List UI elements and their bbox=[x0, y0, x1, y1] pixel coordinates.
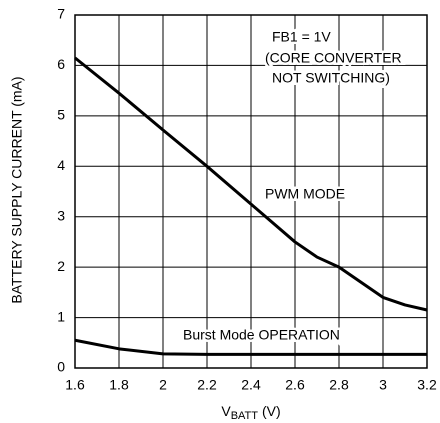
y-tick-label: 3 bbox=[57, 207, 65, 223]
series-line bbox=[74, 56, 428, 312]
y-tick-label: 2 bbox=[57, 258, 65, 274]
y-tick-label: 6 bbox=[57, 56, 65, 72]
y-tick-label: 0 bbox=[57, 359, 65, 375]
y-tick-label: 4 bbox=[57, 157, 65, 173]
x-tick-label: 2.4 bbox=[241, 377, 261, 393]
x-label-rest: (V) bbox=[262, 403, 281, 419]
x-axis-label: VBATT (V) bbox=[221, 403, 280, 422]
annotation: NOT SWITCHING) bbox=[272, 70, 390, 86]
x-tick-label: 2 bbox=[159, 377, 167, 393]
y-axis-label: BATTERY SUPPLY CURRENT (mA) bbox=[9, 76, 25, 303]
x-tick-label: 1.6 bbox=[65, 377, 85, 393]
series-label: PWM MODE bbox=[265, 186, 345, 202]
y-tick-label: 1 bbox=[57, 308, 65, 324]
x-label-subscript: BATT bbox=[231, 410, 259, 422]
x-tick-label: 2.8 bbox=[329, 377, 349, 393]
series-line bbox=[74, 338, 427, 356]
x-tick-label: 3 bbox=[379, 377, 387, 393]
y-tick-label: 5 bbox=[57, 107, 65, 123]
y-tick-label: 7 bbox=[57, 6, 65, 22]
x-tick-label: 3.2 bbox=[417, 377, 437, 393]
x-tick-label: 2.6 bbox=[285, 377, 305, 393]
plot-frame bbox=[74, 14, 428, 369]
x-tick-label: 1.8 bbox=[109, 377, 129, 393]
x-tick-label: 2.2 bbox=[197, 377, 217, 393]
annotation: (CORE CONVERTER bbox=[265, 50, 402, 66]
series-label: Burst Mode OPERATION bbox=[183, 327, 340, 343]
x-label-symbol: V bbox=[221, 403, 231, 419]
annotation: FB1 = 1V bbox=[272, 29, 331, 45]
